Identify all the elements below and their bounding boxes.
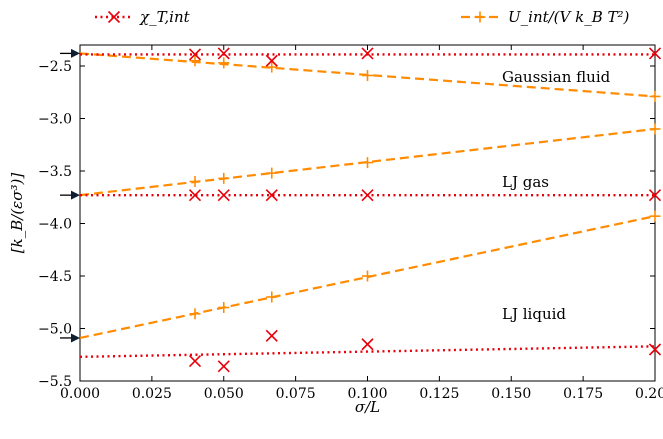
- u-marker: [362, 270, 373, 282]
- plot-frame: [79, 44, 656, 382]
- x-axis-label: σ/L: [355, 398, 380, 416]
- chi-marker: [361, 189, 374, 202]
- arrow-head: [71, 333, 80, 343]
- labels: 0.000 0.025 0.050 0.075 0.100 0.125 0.150 0.175…: [8, 8, 663, 416]
- chi-marker-stroke: [217, 360, 230, 373]
- u-marker: [266, 61, 278, 73]
- y-tick-label: −5.5: [38, 374, 72, 390]
- chi-marker: [107, 10, 121, 24]
- y-tick-label: −2.5: [38, 59, 72, 75]
- chi-marker: [648, 47, 662, 60]
- u-marker: [362, 69, 373, 81]
- u-marker: [649, 90, 661, 102]
- chi-marker-stroke: [217, 189, 230, 202]
- u-marker: [362, 157, 373, 169]
- chi-marker-stroke: [361, 338, 374, 351]
- annotation-label: LJ liquid: [502, 305, 566, 323]
- chi-marker-stroke: [188, 48, 202, 61]
- chi-marker-stroke: [648, 343, 662, 356]
- chi-marker-stroke: [361, 47, 374, 60]
- u-marker: [189, 308, 201, 320]
- u-marker: [218, 302, 230, 313]
- x-tick-label: 0.100: [347, 386, 387, 402]
- chi-marker-stroke: [107, 10, 121, 24]
- fit-line-chi-lj-liquid: [79, 345, 656, 359]
- chi-marker: [361, 338, 374, 351]
- chi-marker-stroke: [217, 47, 230, 60]
- chi-marker: [217, 189, 230, 202]
- chi-marker: [361, 47, 374, 60]
- legend-label-chi: χ_T,int: [139, 8, 191, 26]
- chi-marker-stroke: [265, 189, 278, 202]
- chi-marker-stroke: [188, 354, 202, 368]
- fit-line-U-lj-gas: [79, 127, 656, 197]
- y-tick-label: −4.0: [38, 217, 72, 233]
- legend-label-u: U_int/(V k_B T²): [508, 8, 630, 26]
- u-marker: [266, 167, 278, 179]
- y-tick-label: −4.5: [38, 269, 72, 285]
- y-tick-label: −5.0: [38, 322, 72, 338]
- u-marker: [649, 210, 661, 222]
- x-tick-label: 0.175: [563, 386, 603, 402]
- x-tick-label: 0.125: [419, 386, 459, 402]
- x-tick-label: 0.000: [60, 386, 100, 402]
- x-tick-label: 0.200: [635, 386, 663, 402]
- chi-marker: [265, 329, 278, 342]
- chi-marker: [217, 47, 230, 60]
- legend: χ_T,int U_int/(V k_B T²): [95, 8, 630, 26]
- chi-marker-stroke: [265, 54, 278, 67]
- x-tick-label: 0.075: [276, 386, 316, 402]
- x-tick-label: 0.150: [491, 386, 531, 402]
- chi-marker-stroke: [648, 47, 662, 60]
- plot-area: [60, 47, 662, 373]
- x-tick-label: 0.025: [132, 386, 172, 402]
- annotation-label: Gaussian fluid: [502, 68, 611, 86]
- y-tick-label: −3.5: [38, 164, 72, 180]
- chi-marker-stroke: [648, 189, 662, 202]
- u-marker: [189, 176, 201, 187]
- plot-border: [79, 44, 656, 382]
- chi-marker: [265, 189, 278, 202]
- chi-marker: [217, 360, 230, 373]
- y-axis-label: [k_B/(εσ³)]: [8, 173, 26, 254]
- arrow-head: [71, 190, 80, 200]
- chi-marker: [265, 54, 278, 67]
- chi-marker: [188, 189, 202, 202]
- arrow-head: [71, 48, 80, 58]
- u-marker: [218, 57, 230, 69]
- chi-marker: [648, 189, 662, 202]
- u-marker: [189, 55, 201, 67]
- chi-marker-stroke: [265, 329, 278, 342]
- chi-marker-stroke: [361, 189, 374, 202]
- u-marker: [266, 291, 278, 303]
- u-marker: [474, 11, 486, 23]
- annotation-label: LJ gas: [502, 173, 549, 191]
- chi-marker: [648, 343, 662, 356]
- u-marker: [649, 123, 661, 135]
- y-tick-label: −3.0: [38, 112, 72, 128]
- x-tick-label: 0.050: [204, 386, 244, 402]
- axes: [79, 45, 656, 382]
- chi-marker: [188, 48, 202, 61]
- chi-marker: [188, 354, 202, 368]
- chi-marker-stroke: [188, 189, 202, 202]
- u-marker: [218, 172, 230, 184]
